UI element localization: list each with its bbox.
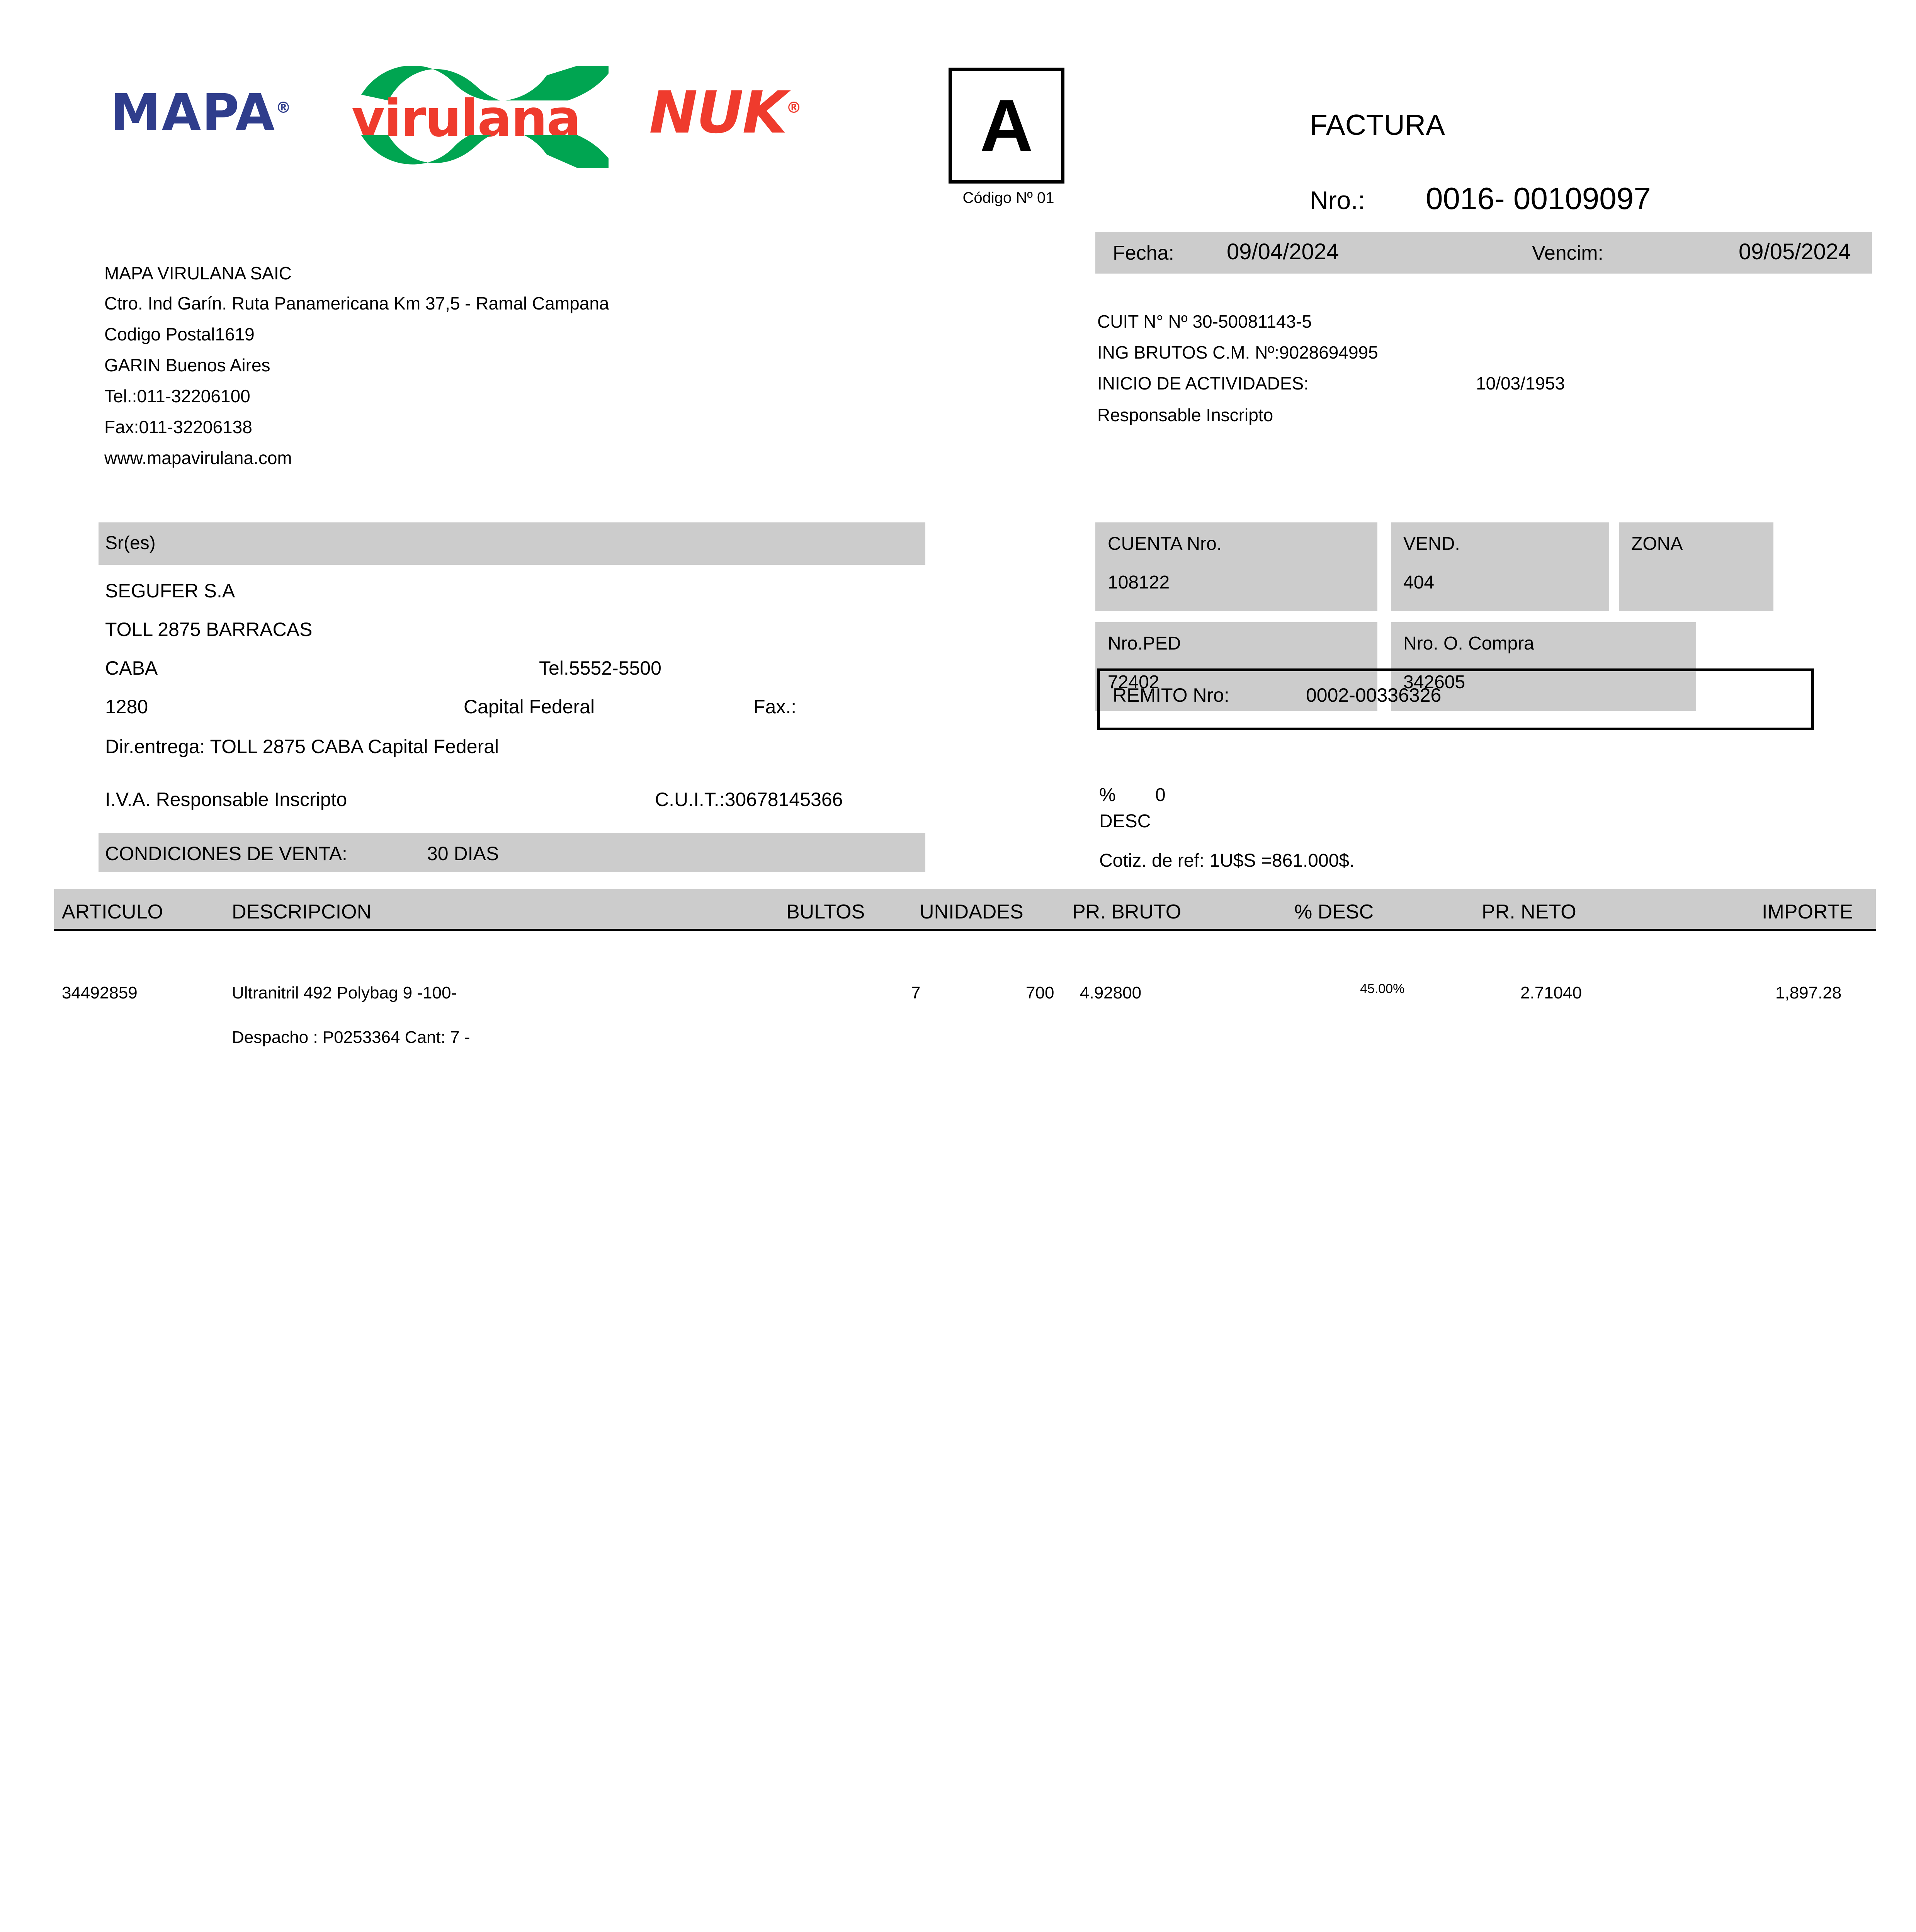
page-title: FACTURA <box>1310 109 1445 141</box>
vendedor-value: 404 <box>1403 572 1435 593</box>
issuer-ingresos-brutos: ING BRUTOS C.M. Nº:9028694995 <box>1097 342 1378 362</box>
pedido-box: Nro.PED 72402 <box>1095 622 1377 711</box>
column-header-bultos: BULTOS <box>786 901 865 923</box>
remito-value: 0002-00336326 <box>1306 684 1442 706</box>
pedido-label: Nro.PED <box>1108 633 1181 654</box>
company-name: MAPA VIRULANA SAIC <box>104 263 292 283</box>
exchange-rate-note: Cotiz. de ref: 1U$S =861.000$. <box>1099 850 1355 871</box>
column-header-descripcion: DESCRIPCION <box>232 901 372 923</box>
date-bar <box>1095 232 1872 274</box>
fecha-label: Fecha: <box>1113 242 1174 264</box>
remito-label: REMITO Nro: <box>1113 684 1229 706</box>
orden-compra-value: 342605 <box>1403 672 1465 692</box>
issuer-inicio-actividades-label: INICIO DE ACTIVIDADES: <box>1097 373 1309 393</box>
sale-conditions-bar <box>99 833 925 872</box>
table-row: 2.71040 <box>1520 983 1582 1002</box>
issuer-cuit: CUIT N° Nº 30-50081143-5 <box>1097 311 1312 332</box>
column-header-articulo: ARTICULO <box>62 901 163 923</box>
column-header-unidades: UNIDADES <box>920 901 1023 923</box>
customer-city: CABA <box>105 657 158 679</box>
customer-fax-label: Fax.: <box>753 696 797 718</box>
zona-label: ZONA <box>1631 534 1683 554</box>
vendedor-label: VEND. <box>1403 534 1460 554</box>
registered-mark-icon: ® <box>275 99 292 117</box>
issuer-tax-condition: Responsable Inscripto <box>1097 405 1273 425</box>
fecha-value: 09/04/2024 <box>1227 239 1339 264</box>
customer-header-label: Sr(es) <box>105 533 156 553</box>
items-table-header-bar <box>54 889 1876 929</box>
table-row: 34492859 <box>62 983 138 1002</box>
customer-tel: Tel.5552-5500 <box>539 657 661 679</box>
vendedor-box: VEND. 404 <box>1391 522 1609 611</box>
pedido-value: 72402 <box>1108 672 1159 692</box>
table-row: 45.00% <box>1360 981 1405 996</box>
remito-box <box>1097 668 1814 730</box>
orden-compra-label: Nro. O. Compra <box>1403 633 1534 654</box>
nuk-logo: NUK® <box>649 79 802 146</box>
invoice-type-box <box>949 68 1064 184</box>
customer-postal-code: 1280 <box>105 696 148 718</box>
table-row: Despacho : P0253364 Cant: 7 - <box>232 1028 470 1047</box>
virulana-wave-top-icon <box>361 66 609 100</box>
invoice-number-label: Nro.: <box>1310 186 1365 214</box>
table-row: 1,897.28 <box>1775 983 1842 1002</box>
invoice-type-caption: Código Nº 01 <box>962 189 1054 206</box>
table-row: 7 <box>911 983 921 1002</box>
customer-iva-condition: I.V.A. Responsable Inscripto <box>105 789 347 810</box>
company-postal-code: Codigo Postal1619 <box>104 324 255 344</box>
sale-conditions-value: 30 DIAS <box>427 843 499 864</box>
issuer-inicio-actividades-date: 10/03/1953 <box>1476 373 1565 393</box>
items-table-rule <box>54 929 1876 931</box>
column-header-importe: IMPORTE <box>1762 901 1853 923</box>
virulana-logo: virulana <box>340 58 634 170</box>
desc-percent-value: 0 <box>1155 785 1166 805</box>
company-fax: Fax:011-32206138 <box>104 417 252 437</box>
orden-compra-box: Nro. O. Compra 342605 <box>1391 622 1696 711</box>
virulana-wave-bottom-icon <box>361 135 609 170</box>
table-row: Ultranitril 492 Polybag 9 -100- <box>232 983 457 1002</box>
company-website: www.mapavirulana.com <box>104 448 292 468</box>
registered-mark-icon: ® <box>786 99 802 117</box>
customer-delivery-address: Dir.entrega: TOLL 2875 CABA Capital Fede… <box>105 736 499 757</box>
company-address: Ctro. Ind Garín. Ruta Panamericana Km 37… <box>104 293 609 313</box>
customer-address: TOLL 2875 BARRACAS <box>105 619 313 640</box>
column-header-pr-bruto: PR. BRUTO <box>1072 901 1182 923</box>
customer-name: SEGUFER S.A <box>105 580 235 602</box>
desc-label: DESC <box>1099 811 1151 832</box>
company-city: GARIN Buenos Aires <box>104 355 270 375</box>
sale-conditions-label: CONDICIONES DE VENTA: <box>105 843 347 864</box>
cuenta-box: CUENTA Nro. 108122 <box>1095 522 1377 611</box>
invoice-type-letter: A <box>980 85 1033 167</box>
customer-province: Capital Federal <box>464 696 595 718</box>
invoice-number-value: 0016- 00109097 <box>1426 181 1651 216</box>
nuk-logo-text: NUK <box>649 79 787 146</box>
customer-header-bar <box>99 522 925 565</box>
vencimiento-label: Vencim: <box>1532 242 1603 264</box>
column-header-desc: % DESC <box>1294 901 1374 923</box>
column-header-pr-neto: PR. NETO <box>1482 901 1576 923</box>
desc-percent-symbol: % <box>1099 785 1116 805</box>
mapa-logo-text: MAPA <box>110 83 276 143</box>
table-row: 700 <box>1026 983 1054 1002</box>
mapa-logo: MAPA® <box>110 83 292 143</box>
table-row: 4.92800 <box>1080 983 1142 1002</box>
cuenta-label: CUENTA Nro. <box>1108 534 1222 554</box>
company-tel: Tel.:011-32206100 <box>104 386 250 406</box>
cuenta-value: 108122 <box>1108 572 1170 593</box>
zona-box: ZONA <box>1619 522 1773 611</box>
customer-cuit: C.U.I.T.:30678145366 <box>655 789 843 810</box>
vencimiento-value: 09/05/2024 <box>1739 239 1851 264</box>
